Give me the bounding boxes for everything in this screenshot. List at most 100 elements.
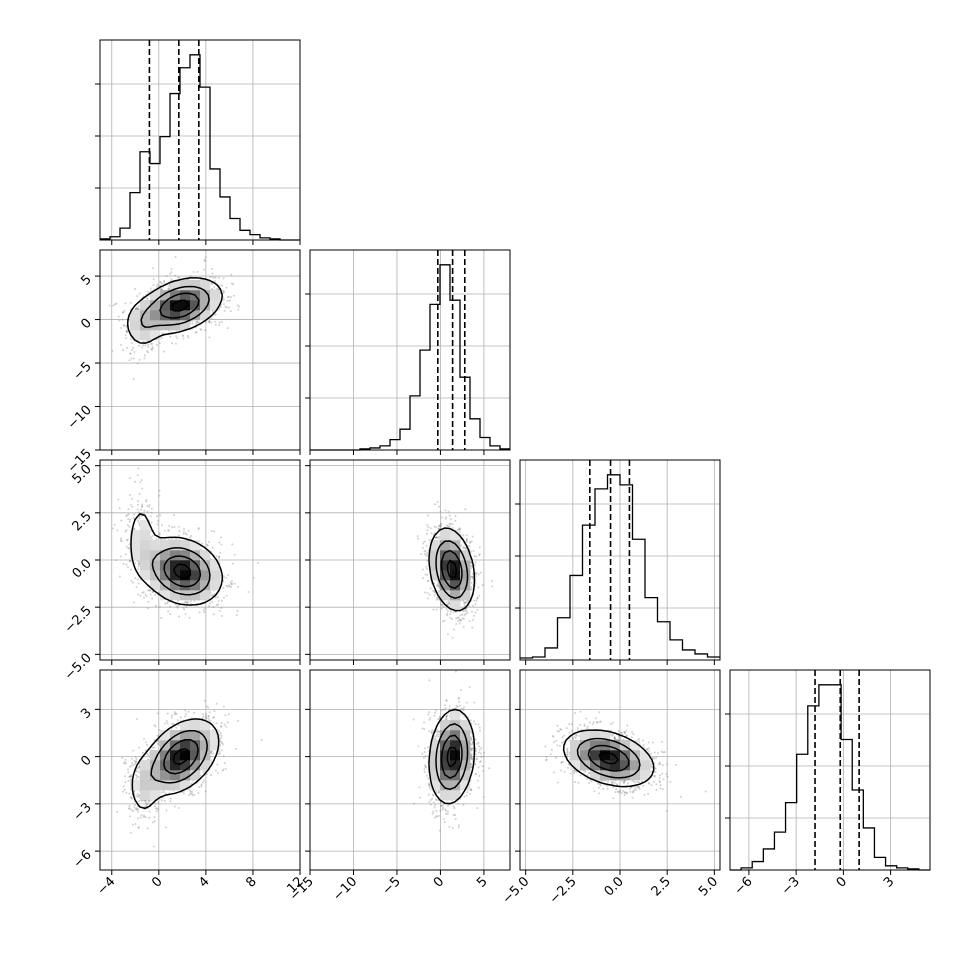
sample-point [153, 845, 155, 847]
sample-point [141, 592, 143, 594]
sample-point [119, 576, 121, 578]
sample-point [175, 343, 177, 345]
sample-point [233, 295, 235, 297]
sample-point [136, 295, 138, 297]
sample-point [205, 256, 207, 258]
sample-point [449, 523, 451, 525]
sample-point [148, 506, 150, 508]
sample-point [152, 535, 154, 537]
sample-point [131, 342, 133, 344]
sample-point [475, 561, 477, 563]
sample-point [218, 324, 220, 326]
sample-point [478, 554, 480, 556]
sample-point [137, 793, 139, 795]
sample-point [182, 334, 184, 336]
sample-point [441, 517, 443, 519]
sample-point [138, 517, 140, 519]
sample-point [133, 513, 135, 515]
sample-point [134, 577, 136, 579]
sample-point [231, 583, 233, 585]
sample-point [470, 586, 472, 588]
sample-point [177, 719, 179, 721]
sample-point [203, 269, 205, 271]
sample-point [114, 303, 116, 305]
sample-point [198, 527, 200, 529]
sample-point [133, 351, 135, 353]
sample-point [166, 720, 168, 722]
sample-point [145, 501, 147, 503]
sample-point [126, 546, 128, 548]
sample-point [119, 507, 121, 509]
sample-point [210, 321, 212, 323]
sample-point [432, 609, 434, 611]
sample-point [228, 307, 230, 309]
sample-point [147, 344, 149, 346]
sample-point [152, 347, 154, 349]
sample-point [426, 552, 428, 554]
sample-point [225, 726, 227, 728]
sample-point [216, 604, 218, 606]
sample-point [171, 342, 173, 344]
sample-point [211, 268, 213, 270]
sample-point [221, 749, 223, 751]
sample-point [131, 498, 133, 500]
sample-point [475, 603, 477, 605]
sample-point [445, 518, 447, 520]
sample-point [212, 547, 214, 549]
sample-point [454, 520, 456, 522]
sample-point [417, 538, 419, 540]
sample-point [196, 271, 198, 273]
sample-point [151, 521, 153, 523]
sample-point [201, 543, 203, 545]
panel-frame [730, 670, 930, 870]
sample-point [175, 256, 177, 258]
sample-point [174, 711, 176, 713]
sample-point [137, 519, 139, 521]
sample-point [458, 617, 460, 619]
sample-point [448, 602, 450, 604]
sample-point [471, 627, 473, 629]
sample-point [137, 362, 139, 364]
sample-point [464, 604, 466, 606]
sample-point [163, 791, 165, 793]
sample-point [452, 527, 454, 529]
sample-point [168, 285, 170, 287]
sample-point [227, 574, 229, 576]
sample-point [223, 303, 225, 305]
sample-point [466, 538, 468, 540]
histogram-step-1 [310, 265, 510, 450]
sample-point [133, 378, 135, 380]
sample-point [217, 596, 219, 598]
sample-point [220, 536, 222, 538]
sample-point [422, 542, 424, 544]
sample-point [427, 592, 429, 594]
sample-point [171, 526, 173, 528]
y-tick-label: −5 [71, 359, 95, 383]
sample-point [151, 598, 153, 600]
sample-point [129, 526, 131, 528]
sample-point [147, 298, 149, 300]
sample-point [466, 541, 468, 543]
sample-point [139, 293, 141, 295]
sample-point [141, 506, 143, 508]
sample-point [204, 329, 206, 331]
sample-point [203, 259, 205, 261]
y-tick-label: 0.0 [70, 556, 95, 581]
sample-point [163, 351, 165, 353]
sample-point [148, 817, 150, 819]
sample-point [159, 532, 161, 534]
sample-point [188, 530, 190, 532]
sample-point [420, 553, 422, 555]
sample-point [238, 306, 240, 308]
sample-point [472, 536, 474, 538]
sample-point [141, 479, 143, 481]
sample-point [171, 715, 173, 717]
sample-point [477, 586, 479, 588]
sample-point [438, 525, 440, 527]
sample-point [222, 587, 224, 589]
sample-point [464, 613, 466, 615]
sample-point [477, 597, 479, 599]
sample-point [449, 525, 451, 527]
sample-point [445, 608, 447, 610]
sample-point [115, 559, 117, 561]
